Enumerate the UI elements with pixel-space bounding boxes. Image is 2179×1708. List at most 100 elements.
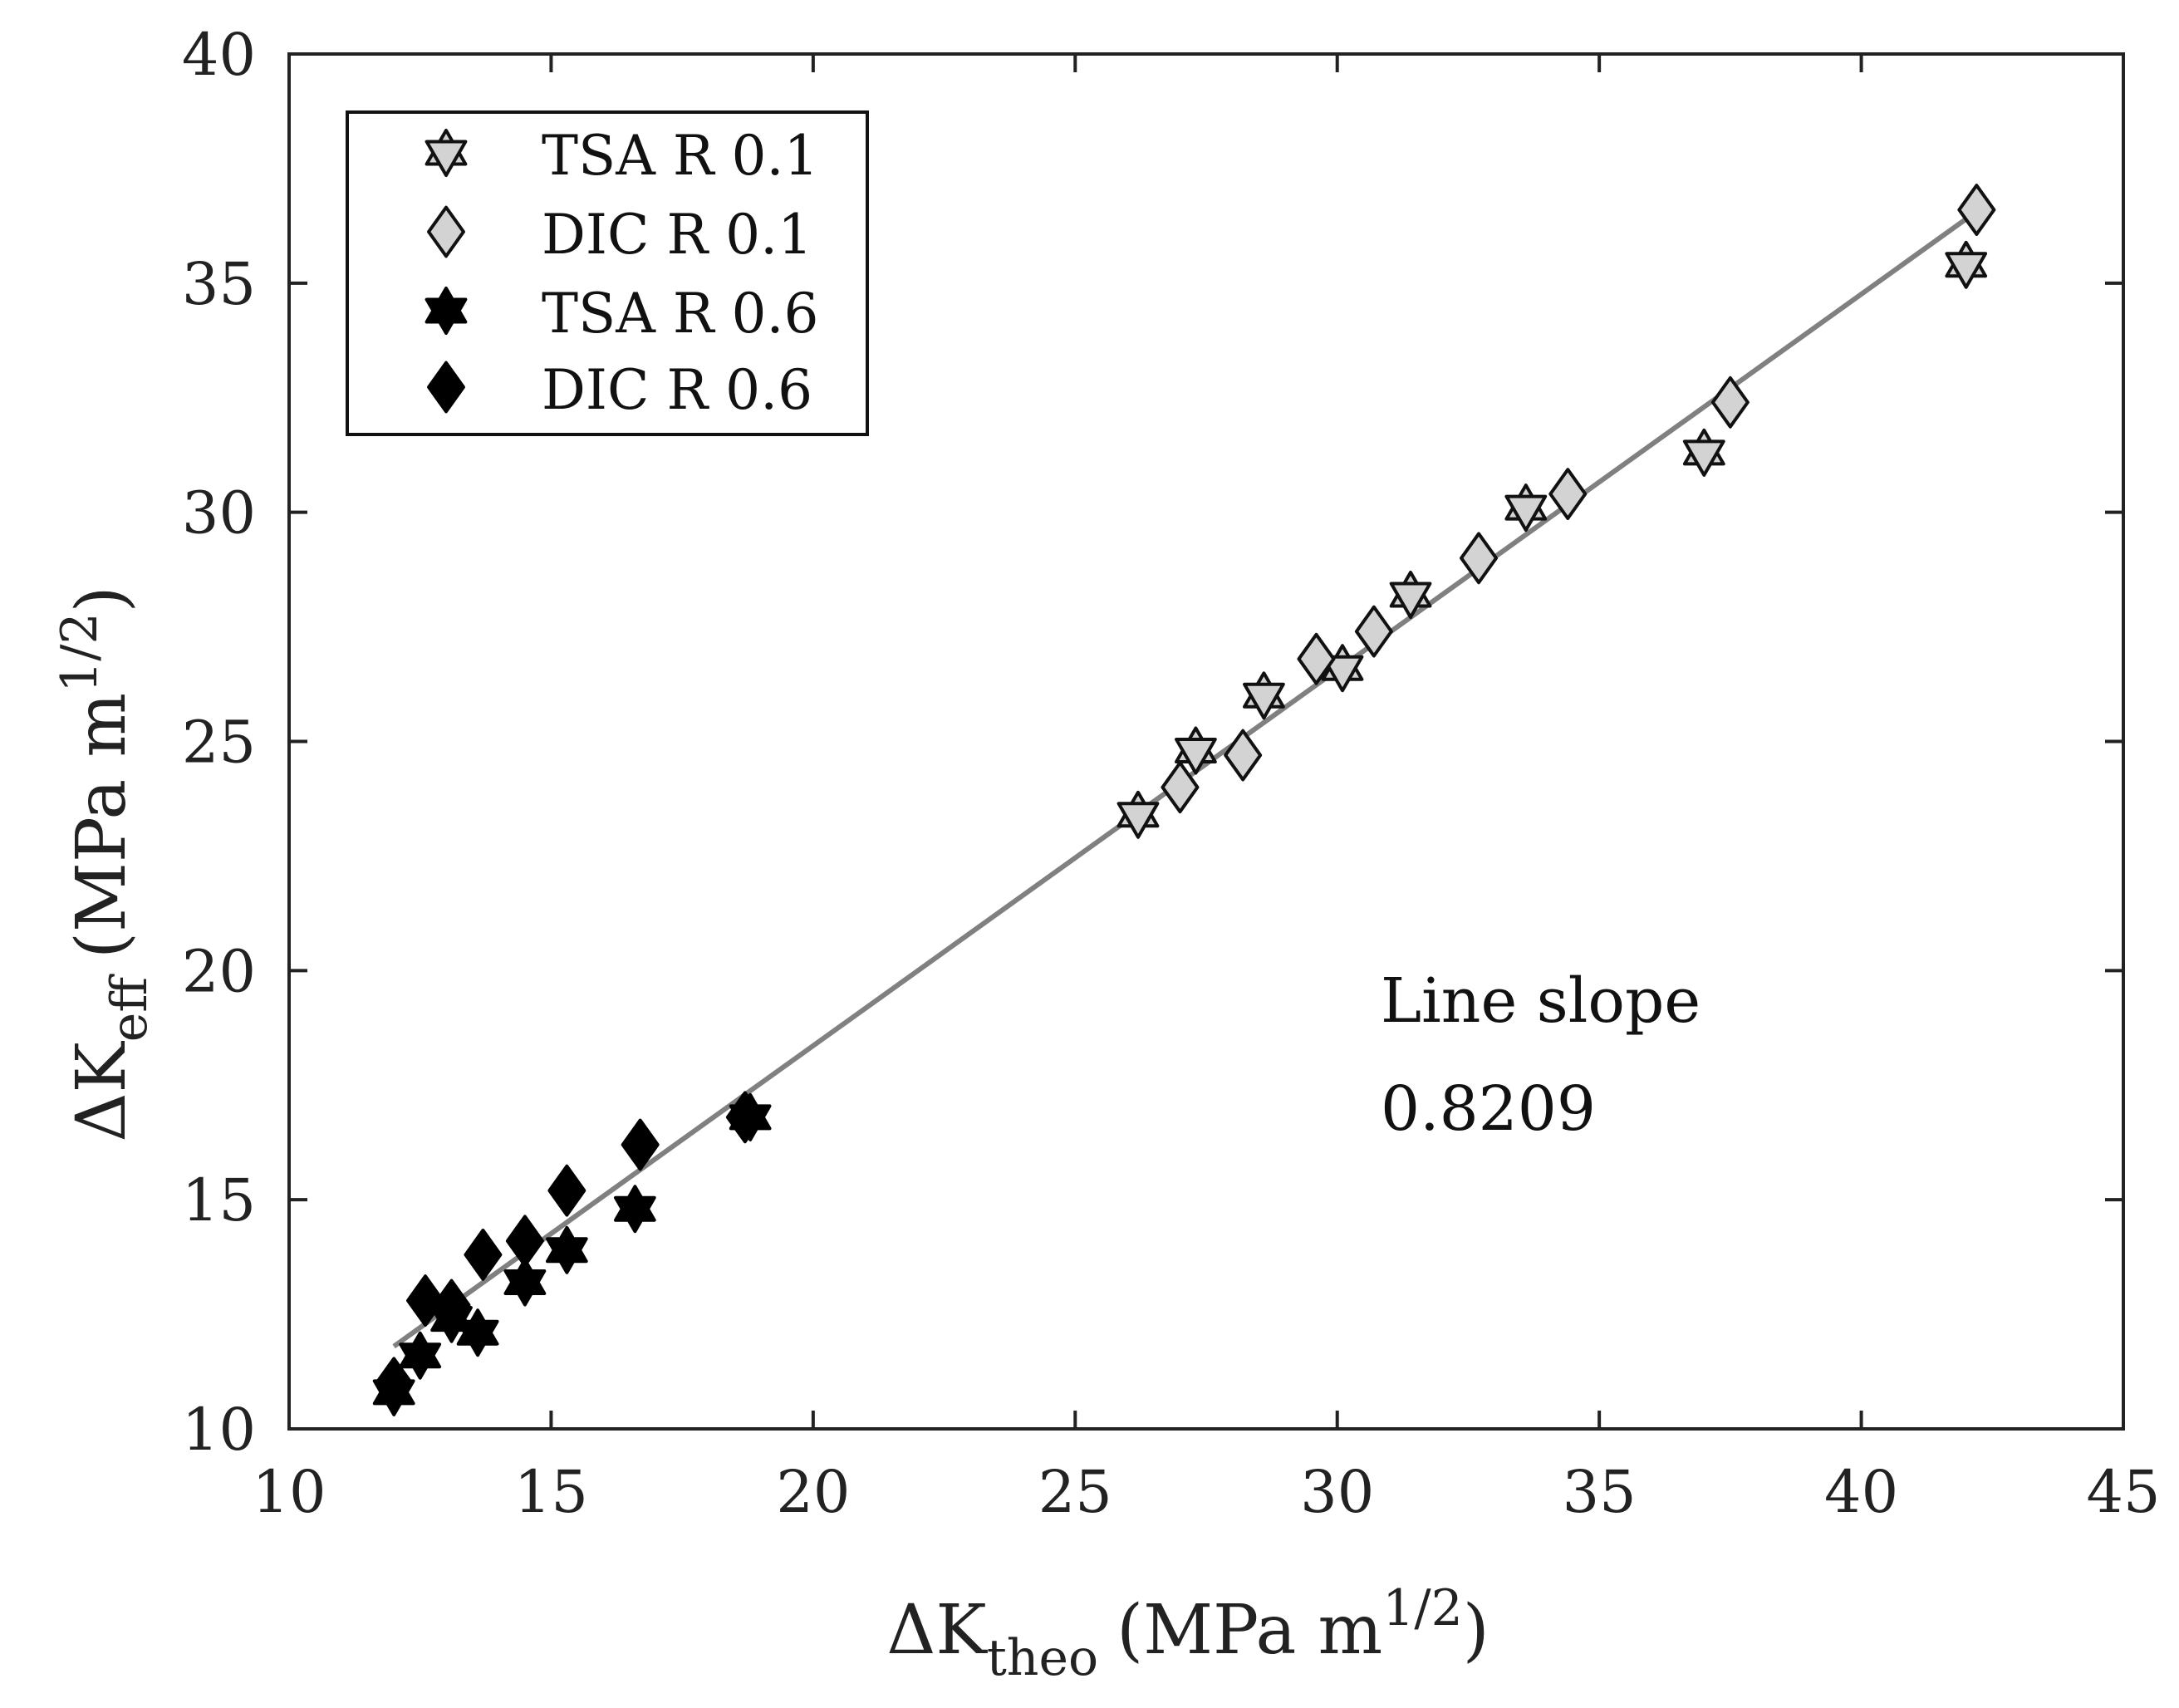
axes-layer: 10 15 20 25 30 35 40 45 10 15 20 25 30 35 40 <box>182 21 2161 1526</box>
point-tsa-r-0-6-triangle-down <box>546 1237 588 1274</box>
x-tick-label: 15 <box>514 1458 588 1526</box>
point-tsa-r-0-6-triangle-down <box>399 1342 442 1380</box>
legend-label-dic-r-0-6: DIC R 0.6 <box>542 358 812 422</box>
y-axis-title-units: (MPa m <box>62 693 141 959</box>
x-axis-title-subscript: theo <box>987 1629 1098 1687</box>
point-tsa-r-0-1-center <box>1186 741 1205 760</box>
x-axis-title-units: (MPa m <box>1116 1591 1382 1670</box>
x-tick-label: 20 <box>776 1458 850 1526</box>
point-dic-r-0-6-shape <box>432 1279 471 1332</box>
point-dic-r-0-6 <box>505 1215 544 1268</box>
y-tick-label: 25 <box>182 709 256 777</box>
point-dic-r-0-6 <box>464 1228 503 1281</box>
point-tsa-r-0-1 <box>1389 571 1432 619</box>
point-tsa-r-0-1-center <box>1128 805 1148 825</box>
legend-marker-dic-r-0-1 <box>427 205 465 258</box>
point-tsa-r-0-6 <box>614 1185 656 1234</box>
data-points-layer <box>372 184 1996 1416</box>
legend-marker-tsa-r-0-6 <box>425 287 468 335</box>
x-tick-label: 25 <box>1038 1458 1112 1526</box>
point-dic-r-0-1-shape <box>1460 532 1499 585</box>
y-axis-title-close: ) <box>62 586 141 612</box>
point-tsa-r-0-1-center <box>1694 443 1714 463</box>
point-dic-r-0-1-shape <box>1224 729 1263 782</box>
point-dic-r-0-6-shape <box>505 1215 544 1268</box>
y-tick-label: 30 <box>182 479 256 547</box>
point-tsa-r-0-1-center <box>1956 255 1976 275</box>
y-tick-label: 10 <box>182 1396 256 1464</box>
legend-marker-tsa-r-0-1 <box>425 129 468 177</box>
point-tsa-r-0-1 <box>1682 428 1725 477</box>
point-tsa-r-0-6 <box>546 1225 588 1274</box>
point-dic-r-0-6-shape <box>464 1228 503 1281</box>
y-axis-title: ΔKeff (MPa m1/2) <box>51 586 159 1141</box>
legend-marker-dic-r-0-6 <box>427 361 465 414</box>
point-dic-r-0-1 <box>1548 468 1588 520</box>
legend-label-tsa-r-0-6: TSA R 0.6 <box>542 282 819 346</box>
point-tsa-r-0-1 <box>1243 671 1285 720</box>
y-tick-label: 40 <box>182 21 256 89</box>
point-dic-r-0-1 <box>1957 184 1996 236</box>
x-tick-label: 35 <box>1563 1458 1637 1526</box>
legend-marker-tsa-r-0-1-center <box>436 143 456 163</box>
point-tsa-r-0-1 <box>1116 790 1160 839</box>
point-dic-r-0-1 <box>1161 761 1200 814</box>
y-tick-label: 20 <box>182 937 256 1005</box>
point-dic-r-0-6 <box>725 1091 764 1144</box>
legend: TSA R 0.1 DIC R 0.1 TSA R 0.6 DIC R 0.6 <box>346 110 869 436</box>
point-dic-r-0-1 <box>1297 632 1336 685</box>
x-axis-title-main: ΔK <box>886 1591 988 1670</box>
point-tsa-r-0-1-center <box>1332 658 1352 678</box>
point-tsa-r-0-6 <box>503 1258 547 1307</box>
point-dic-r-0-6-shape <box>725 1091 764 1144</box>
point-dic-r-0-1 <box>1460 532 1499 585</box>
y-axis-title-main: ΔK <box>62 1040 141 1141</box>
legend-marker-dic-r-0-1-shape <box>427 205 465 258</box>
slope-annotation-value: 0.8209 <box>1381 1073 1596 1145</box>
x-axis-title-superscript: 1/2 <box>1382 1579 1463 1637</box>
point-dic-r-0-1 <box>1710 375 1750 429</box>
legend-label-dic-r-0-1: DIC R 0.1 <box>542 203 812 267</box>
legend-marker-dic-r-0-6-shape <box>427 361 465 414</box>
slope-annotation-label: Line slope <box>1381 965 1701 1037</box>
point-dic-r-0-6-shape <box>406 1274 445 1327</box>
point-dic-r-0-1-shape <box>1161 761 1200 814</box>
x-tick-label: 30 <box>1300 1458 1374 1526</box>
y-axis-title-subscript: eff <box>101 974 159 1043</box>
point-dic-r-0-6 <box>547 1164 586 1217</box>
y-tick-label: 35 <box>182 250 256 318</box>
legend-label-tsa-r-0-1: TSA R 0.1 <box>542 124 819 188</box>
x-tick-label: 10 <box>252 1458 326 1526</box>
point-dic-r-0-1-shape <box>1710 375 1750 429</box>
y-axis-title-superscript: 1/2 <box>51 612 109 693</box>
point-dic-r-0-6-shape <box>621 1118 660 1171</box>
point-tsa-r-0-1 <box>1175 726 1217 775</box>
x-tick-label: 40 <box>1824 1458 1898 1526</box>
point-tsa-r-0-1-center <box>1254 685 1274 705</box>
y-tick-label: 15 <box>182 1166 256 1234</box>
point-tsa-r-0-1 <box>1504 483 1548 533</box>
point-dic-r-0-6 <box>406 1274 445 1327</box>
point-tsa-r-0-6-triangle-down <box>503 1269 547 1307</box>
point-tsa-r-0-1-center <box>1401 585 1421 605</box>
legend-entries: TSA R 0.1 DIC R 0.1 TSA R 0.6 DIC R 0.6 <box>425 124 819 422</box>
point-dic-r-0-6 <box>432 1279 471 1332</box>
x-axis-title: ΔKtheo (MPa m1/2) <box>886 1579 1489 1687</box>
x-axis-title-close: ) <box>1463 1591 1489 1670</box>
point-tsa-r-0-6-triangle-down <box>456 1319 499 1357</box>
point-dic-r-0-1-shape <box>1957 184 1996 236</box>
point-dic-r-0-1-shape <box>1548 468 1588 520</box>
point-tsa-r-0-1-center <box>1516 498 1536 518</box>
x-tick-label: 45 <box>2086 1458 2160 1526</box>
point-dic-r-0-6 <box>375 1357 414 1410</box>
legend-marker-tsa-r-0-6-triangle-down <box>425 297 468 335</box>
point-dic-r-0-6-shape <box>375 1357 414 1410</box>
point-tsa-r-0-6-triangle-down <box>614 1195 656 1234</box>
point-dic-r-0-1 <box>1354 605 1393 658</box>
point-dic-r-0-1-shape <box>1354 605 1393 658</box>
point-dic-r-0-6 <box>621 1118 660 1171</box>
point-dic-r-0-1 <box>1224 729 1263 782</box>
point-tsa-r-0-1 <box>1945 240 1988 289</box>
point-dic-r-0-6-shape <box>547 1164 586 1217</box>
